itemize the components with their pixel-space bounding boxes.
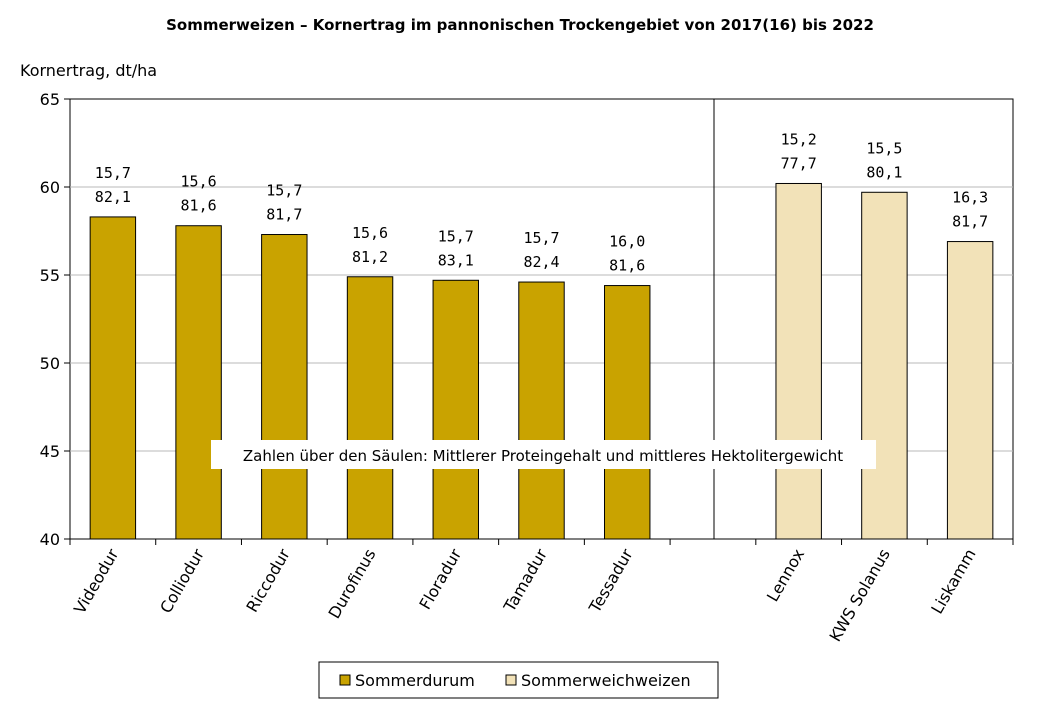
- bar: [175, 225, 222, 540]
- legend-swatch-sommerweichweizen: [505, 674, 517, 686]
- bar: [432, 279, 479, 540]
- bar: [89, 216, 137, 540]
- bar: [518, 281, 565, 540]
- data-label-hectoliter: 82,4: [523, 253, 559, 271]
- legend-label-sommerweichweizen: Sommerweichweizen: [521, 671, 691, 690]
- data-label-protein: 15,6: [352, 224, 388, 242]
- bar: [946, 241, 994, 540]
- legend-label-sommerdurum: Sommerdurum: [355, 671, 475, 690]
- y-tick-label: 50: [40, 354, 60, 373]
- data-label-hectoliter: 77,7: [781, 154, 817, 172]
- bar: [261, 234, 308, 540]
- bar: [861, 191, 908, 540]
- y-axis-label: Kornertrag, dt/ha: [20, 61, 157, 80]
- data-label-hectoliter: 81,6: [181, 197, 217, 215]
- data-label-protein: 15,5: [866, 139, 902, 157]
- data-label-protein: 15,7: [266, 182, 302, 200]
- y-tick-label: 55: [40, 266, 60, 285]
- category-label: Videodur: [70, 545, 123, 617]
- chart-note: Zahlen über den Säulen: Mittlerer Protei…: [243, 447, 843, 465]
- chart-title: Sommerweizen – Kornertrag im pannonische…: [166, 16, 874, 34]
- data-label-hectoliter: 81,6: [609, 257, 645, 275]
- bar: [346, 276, 394, 540]
- legend: Sommerdurum Sommerweichweizen: [318, 661, 719, 699]
- y-tick-label: 40: [40, 530, 60, 549]
- category-label: Liskamm: [927, 546, 979, 618]
- data-label-protein: 15,7: [95, 164, 131, 182]
- category-labels: Videodur Colliodur Riccodur Durofinus Florad…: [70, 545, 980, 645]
- legend-box: [318, 661, 719, 699]
- bars: [89, 182, 994, 540]
- bar: [775, 182, 822, 540]
- data-labels: 15,7 82,1 15,6 81,6 15,7 81,7 15,6 81,2 15,7 83,1…: [95, 130, 988, 274]
- data-label-hectoliter: 80,1: [866, 163, 902, 181]
- data-label-hectoliter: 82,1: [95, 188, 131, 206]
- data-label-hectoliter: 81,2: [352, 248, 388, 266]
- data-label-protein: 16,3: [952, 189, 988, 207]
- category-label: Riccodur: [242, 545, 294, 615]
- category-label: Floradur: [415, 545, 465, 613]
- data-label-hectoliter: 81,7: [266, 206, 302, 224]
- data-label-hectoliter: 83,1: [438, 251, 474, 269]
- category-label: Durofinus: [324, 546, 379, 622]
- y-ticks: 40 45 50 55 60 65: [40, 90, 70, 549]
- category-label: Tamadur: [499, 545, 551, 616]
- category-label: Colliodur: [156, 545, 208, 616]
- category-label: Lennox: [763, 546, 808, 605]
- y-tick-label: 45: [40, 442, 60, 461]
- y-tick-label: 65: [40, 90, 60, 109]
- data-label-protein: 15,7: [438, 227, 474, 245]
- data-label-protein: 16,0: [609, 233, 645, 251]
- category-label: KWS Solanus: [826, 546, 894, 645]
- bar: [604, 285, 651, 540]
- data-label-hectoliter: 81,7: [952, 213, 988, 231]
- data-label-protein: 15,2: [781, 130, 817, 148]
- y-tick-label: 60: [40, 178, 60, 197]
- data-label-protein: 15,7: [523, 229, 559, 247]
- x-ticks: [69, 539, 1014, 545]
- data-label-protein: 15,6: [181, 173, 217, 191]
- note-box: [211, 440, 876, 469]
- category-label: Tessadur: [585, 545, 637, 617]
- legend-swatch-sommerdurum: [339, 674, 351, 686]
